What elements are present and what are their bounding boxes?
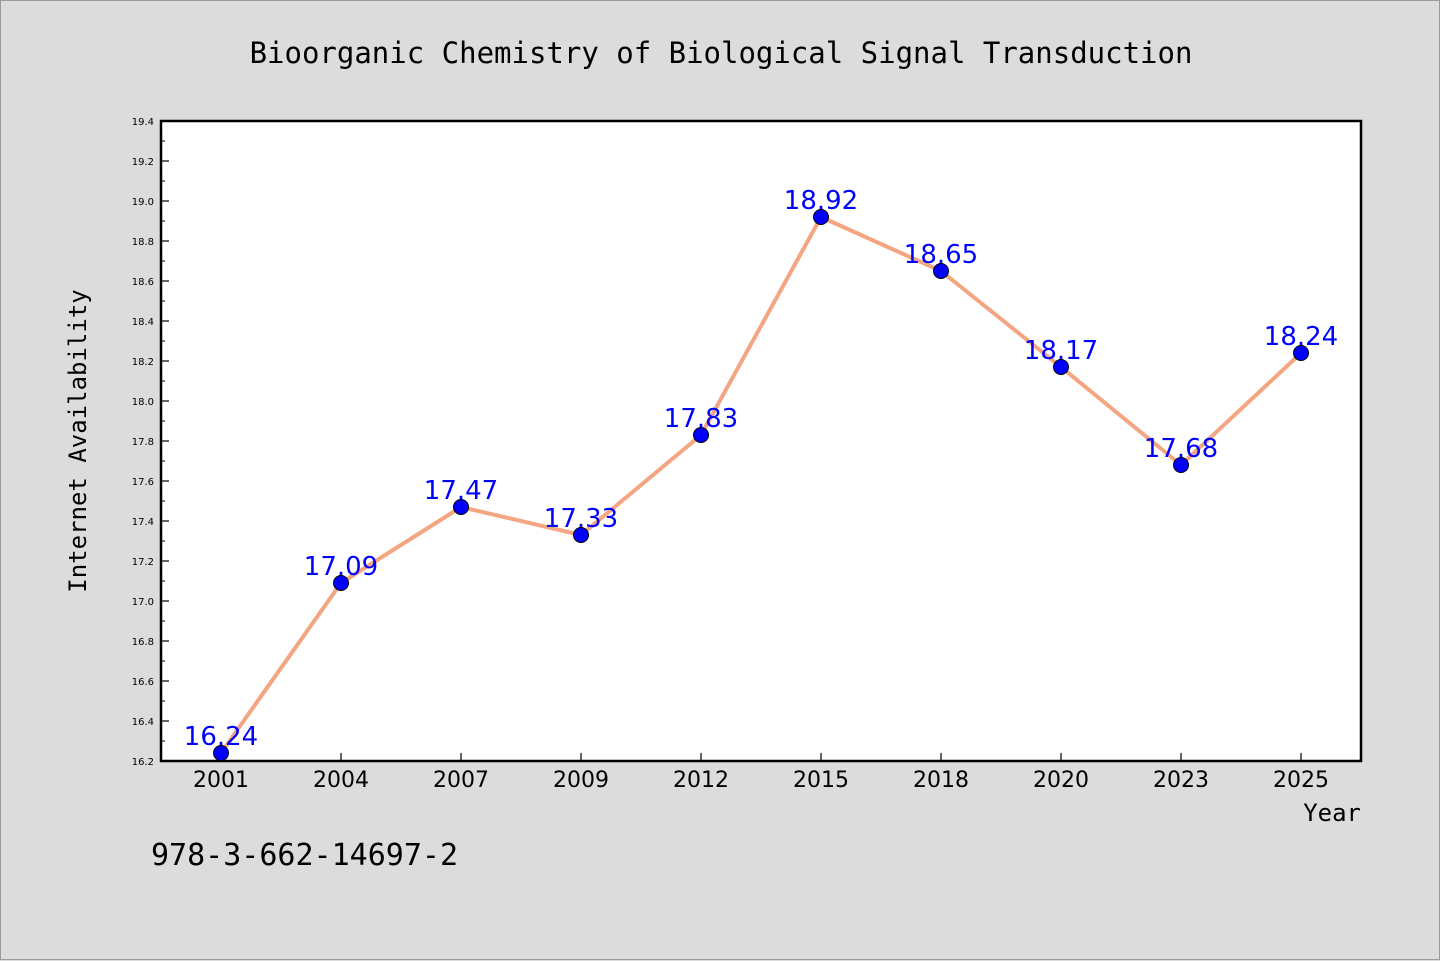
data-point [1053, 359, 1069, 375]
data-label: 18.24 [1264, 322, 1338, 352]
data-label: 17.68 [1144, 434, 1218, 464]
x-axis-title: Year [1303, 799, 1361, 827]
data-label: 17.47 [424, 476, 498, 506]
series-line [219, 215, 1303, 755]
y-tick-label: 18.4 [132, 317, 154, 328]
y-tick-label: 16.6 [132, 677, 154, 688]
y-tick-label: 18.8 [132, 237, 154, 248]
x-tick-label: 2004 [313, 768, 369, 793]
data-point [573, 527, 589, 543]
x-tick-label: 2020 [1033, 768, 1089, 793]
data-point [933, 263, 949, 279]
x-tick-label: 2018 [913, 768, 969, 793]
data-label: 18.65 [904, 240, 978, 270]
y-tick-label: 18.2 [132, 357, 154, 368]
x-tick-label: 2025 [1273, 768, 1329, 793]
isbn-label: 978-3-662-14697-2 [151, 838, 458, 873]
y-tick-label: 16.2 [132, 757, 154, 768]
y-tick-label: 18.6 [132, 277, 154, 288]
data-label: 18.17 [1024, 336, 1098, 366]
data-label: 17.33 [544, 504, 618, 534]
y-tick-label: 17.8 [132, 437, 154, 448]
y-tick-label: 16.4 [132, 717, 154, 728]
plot-area [159, 119, 1363, 763]
data-label: 17.83 [664, 404, 738, 434]
y-tick-label: 17.6 [132, 477, 154, 488]
data-label: 18.92 [784, 186, 858, 216]
x-tick-label: 2007 [433, 768, 489, 793]
x-axis: 2001 2004 2007 2009 2012 2015 2018 2020 2023 2025 [193, 753, 1329, 793]
y-tick-label: 17.4 [132, 517, 154, 528]
data-point [693, 427, 709, 443]
y-axis-title: Internet Availability [64, 289, 92, 592]
y-tick-label: 18.0 [132, 397, 154, 408]
x-tick-label: 2001 [193, 768, 249, 793]
y-tick-label: 17.0 [132, 597, 154, 608]
data-point [213, 745, 229, 761]
x-tick-label: 2012 [673, 768, 729, 793]
data-series: 16.24 17.09 17.47 17.33 17.83 18.92 18.65 18.17… [184, 186, 1338, 761]
y-axis: 16.2 16.4 16.6 16.8 17.0 17.2 17.4 17.6 17.8 18.0… [132, 117, 169, 768]
y-tick-label: 19.4 [132, 117, 154, 128]
data-point [453, 499, 469, 515]
data-label: 17.09 [304, 552, 378, 582]
y-tick-label: 17.2 [132, 557, 154, 568]
data-label: 16.24 [184, 722, 258, 752]
y-tick-label: 19.2 [132, 157, 154, 168]
x-tick-label: 2023 [1153, 768, 1209, 793]
data-point [1293, 345, 1309, 361]
y-tick-label: 19.0 [132, 197, 154, 208]
x-tick-label: 2015 [793, 768, 849, 793]
y-tick-label: 16.8 [132, 637, 154, 648]
x-tick-label: 2009 [553, 768, 609, 793]
data-point [333, 575, 349, 591]
chart-title: Bioorganic Chemistry of Biological Signa… [250, 36, 1193, 70]
data-point [813, 209, 829, 225]
data-point [1173, 457, 1189, 473]
